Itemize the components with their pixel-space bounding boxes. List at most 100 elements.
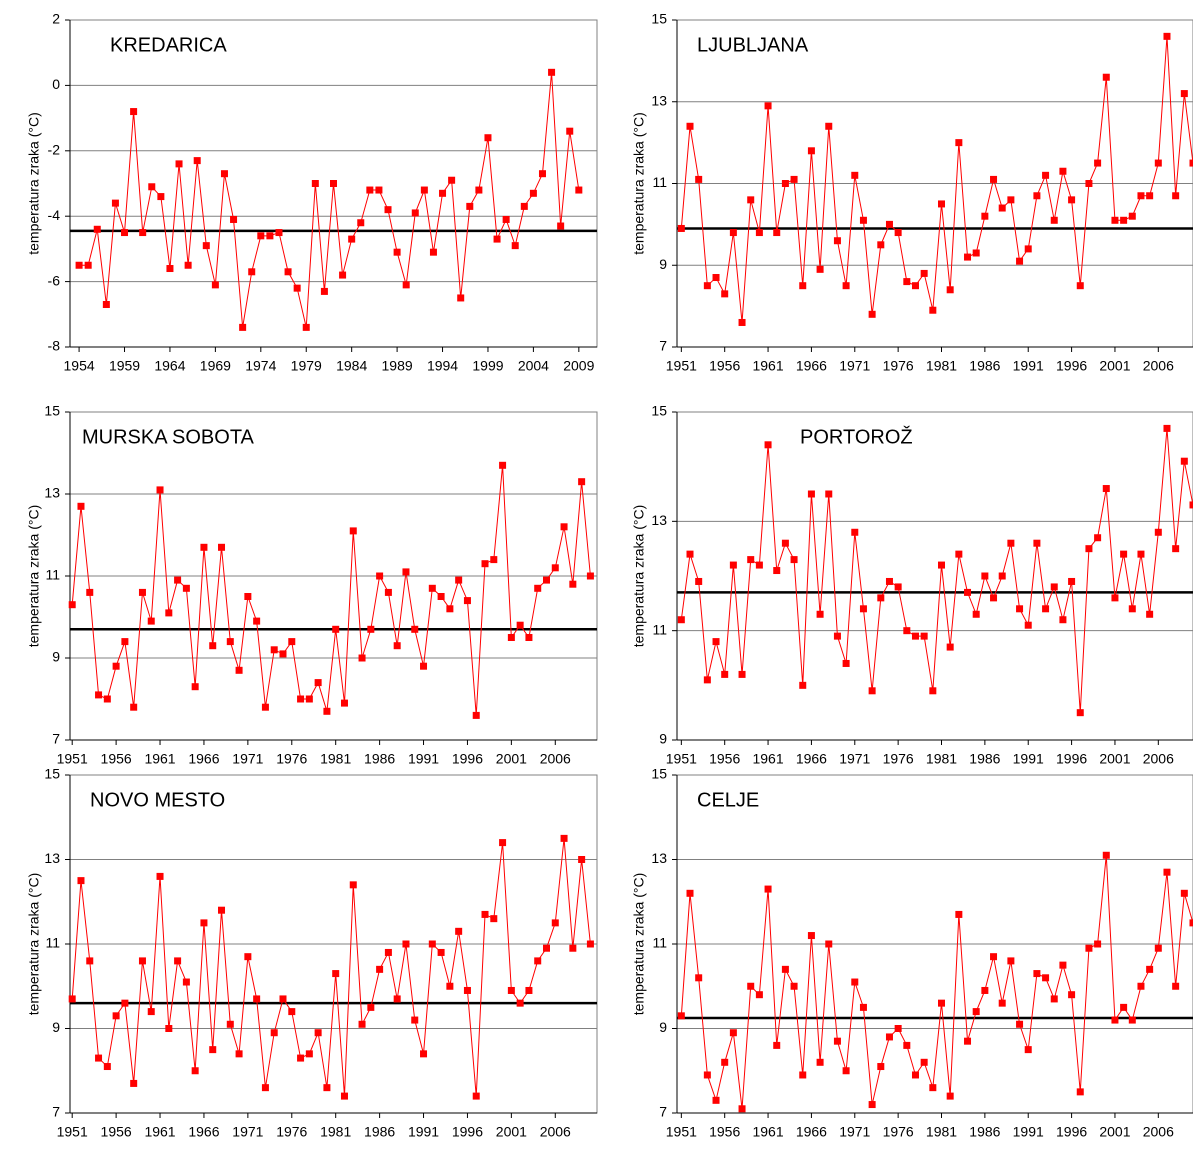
data-point [75,261,83,269]
data-point [507,986,515,994]
data-point [1146,610,1154,618]
data-point [472,711,480,719]
x-tick-label: 1971 [839,1124,870,1140]
data-point [147,1008,155,1016]
data-point [1128,212,1136,220]
data-point [773,229,781,237]
data-point [946,286,954,294]
data-point [729,1029,737,1037]
data-point [1059,167,1067,175]
data-point [95,1054,103,1062]
data-point [191,683,199,691]
data-point [393,248,401,256]
data-point [457,294,465,302]
data-line [71,838,591,1097]
data-point [165,609,173,617]
data-point [1068,991,1076,999]
data-point [270,1029,278,1037]
data-point [112,1012,120,1020]
data-point [799,681,807,689]
data-point [516,621,524,629]
chart-panel: 7 9 11 13 15 1951 1956 1961 1966 1971 1976 1981 1986… [26,403,598,767]
data-point [211,281,219,289]
data-point [938,561,946,569]
y-tick-label: 11 [45,567,60,583]
data-point [437,948,445,956]
data-point [894,229,902,237]
data-point [981,986,989,994]
data-point [1068,577,1076,585]
data-point [191,1067,199,1075]
data-point [393,642,401,650]
data-point [586,572,594,580]
data-point [686,889,694,897]
data-point [516,999,524,1007]
y-tick-label: 0 [52,76,60,92]
data-point [946,1092,954,1100]
data-point [493,235,501,243]
data-point [1024,245,1032,253]
data-point [1128,1016,1136,1024]
data-point [747,982,755,990]
data-point [790,175,798,183]
y-tick-label: 13 [651,512,667,528]
data-point [175,160,183,168]
x-tick-label: 1956 [709,1124,740,1140]
data-point [946,643,954,651]
x-tick-label: 2006 [1143,1124,1174,1140]
data-point [738,318,746,326]
data-point [230,215,238,223]
data-point [955,139,963,147]
data-point [305,1050,313,1058]
data-point [677,1012,685,1020]
y-axis-label: temperatura zraka (°C) [26,112,42,255]
data-point [764,885,772,893]
data-point [548,68,556,76]
data-point [738,1105,746,1113]
data-point [358,654,366,662]
data-point [1059,961,1067,969]
chart-panel: 7 9 11 13 15 1951 1956 1961 1966 1971 1976 1981 1986… [631,11,1193,374]
data-point [695,175,703,183]
x-tick-label: 1981 [926,1124,957,1140]
data-point [998,204,1006,212]
data-point [284,268,292,276]
x-tick-label: 1954 [64,358,95,374]
data-point [367,1003,375,1011]
data-line [680,855,1193,1109]
data-point [84,261,92,269]
y-tick-label: 11 [652,621,667,637]
data-point [1189,159,1193,167]
data-point [551,919,559,927]
data-point [279,995,287,1003]
data-point [998,572,1006,580]
data-point [833,632,841,640]
x-tick-label: 2004 [518,358,549,374]
y-axis-label: temperatura zraka (°C) [631,505,647,648]
data-point [859,605,867,613]
data-point [569,944,577,952]
data-point [481,560,489,568]
data-point [130,1079,138,1087]
data-point [877,594,885,602]
y-tick-label: 15 [651,11,667,27]
y-tick-label: 11 [652,935,667,951]
data-point [842,1067,850,1075]
data-point [990,953,998,961]
x-tick-label: 1991 [1013,358,1044,374]
data-point [911,282,919,290]
x-tick-label: 1951 [57,751,88,767]
data-point [964,1037,972,1045]
data-point [174,957,182,965]
data-point [429,248,437,256]
data-point [955,910,963,918]
data-point [1068,196,1076,204]
data-point [1085,180,1093,187]
data-point [439,189,447,197]
data-point [677,224,685,232]
data-point [712,274,720,282]
data-point [420,1050,428,1058]
data-point [1024,621,1032,629]
x-tick-label: 2001 [496,1124,527,1140]
data-point [288,1008,296,1016]
